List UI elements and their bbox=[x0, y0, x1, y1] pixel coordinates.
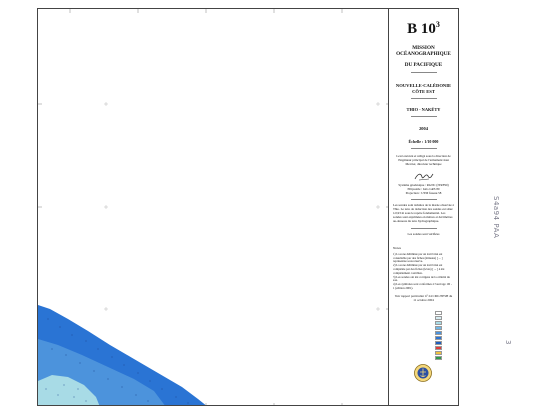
handwritten-page-number: 3 bbox=[504, 340, 512, 345]
bathymetry-map bbox=[38, 9, 388, 405]
map-frame bbox=[37, 8, 389, 406]
organisation-name-line2: DU PACIFIQUE bbox=[404, 62, 443, 68]
survey-year: 2004 bbox=[419, 126, 428, 131]
sheet-superscript: 3 bbox=[435, 20, 440, 29]
legend-swatch bbox=[435, 335, 442, 341]
legend-swatch bbox=[435, 315, 442, 321]
sheet-id: B 10 bbox=[407, 21, 436, 37]
note-item: 4) Les symboles sont conformes à l'ouvra… bbox=[393, 282, 452, 291]
region-line2: CÔTE EST bbox=[412, 88, 435, 94]
region-line1: NOUVELLE-CALÉDONIE bbox=[395, 83, 452, 88]
signature-image bbox=[414, 173, 433, 180]
geodesy-line1: Système géodésique : RGNC (ITRF90) bbox=[398, 182, 449, 187]
divider bbox=[410, 72, 437, 73]
legend-swatch bbox=[435, 325, 442, 331]
map-scale: Échelle : 1/10 000 bbox=[408, 139, 439, 144]
legend-swatch bbox=[435, 355, 442, 361]
legend-swatch bbox=[435, 311, 442, 316]
divider bbox=[410, 98, 437, 99]
report-reference: Voir rapport particulier n° 24 CMC/EPSH … bbox=[394, 293, 453, 302]
legend-swatch bbox=[435, 330, 442, 336]
geodesy-line3: Projection : UTM fuseau 58 bbox=[405, 190, 442, 195]
geodesy-line2: Ellipsoïde : IAG GRS 80 bbox=[407, 186, 440, 191]
divider bbox=[410, 148, 437, 149]
note-item: 2) La zone délimitée par un trait brisé … bbox=[393, 263, 445, 275]
divider bbox=[410, 227, 437, 229]
divider bbox=[410, 116, 437, 117]
notes-title: Notes bbox=[393, 245, 401, 250]
note-item: 1) La zone délimitée par un trait brisé … bbox=[393, 251, 443, 264]
legend-swatch bbox=[435, 320, 442, 326]
soundings-note: Les sondes sont réduites de la marée obs… bbox=[393, 203, 454, 224]
grid-crosses bbox=[104, 102, 380, 311]
navy-seal-logo bbox=[414, 364, 432, 382]
legend-swatch bbox=[435, 345, 442, 351]
handwritten-reference: S4a94 PAA bbox=[492, 196, 500, 239]
area-name: THIO - NAKÉTY bbox=[406, 107, 441, 112]
verification-note: Les sondes sont vérifiées bbox=[407, 231, 440, 236]
legend-swatch bbox=[435, 340, 442, 346]
sounding-points bbox=[45, 318, 189, 404]
sheet-title: B 103 bbox=[389, 17, 458, 37]
legend-swatch bbox=[435, 350, 442, 356]
depth-color-legend bbox=[435, 311, 442, 361]
organisation-name: MISSION OCÉANOGRAPHIQUE bbox=[396, 45, 451, 57]
shallow-water-zone bbox=[38, 375, 100, 405]
survey-credit: Levé exécuté et rédigé sous la direction… bbox=[396, 154, 451, 166]
note-item: 3) Les sondes ont été corrigées de la cé… bbox=[393, 274, 450, 283]
notes-list: 1) La zone délimitée par un trait brisé … bbox=[393, 251, 454, 291]
divider bbox=[410, 199, 437, 201]
title-cartouche: B 103 MISSION OCÉANOGRAPHIQUE DU PACIFIQ… bbox=[389, 8, 459, 406]
